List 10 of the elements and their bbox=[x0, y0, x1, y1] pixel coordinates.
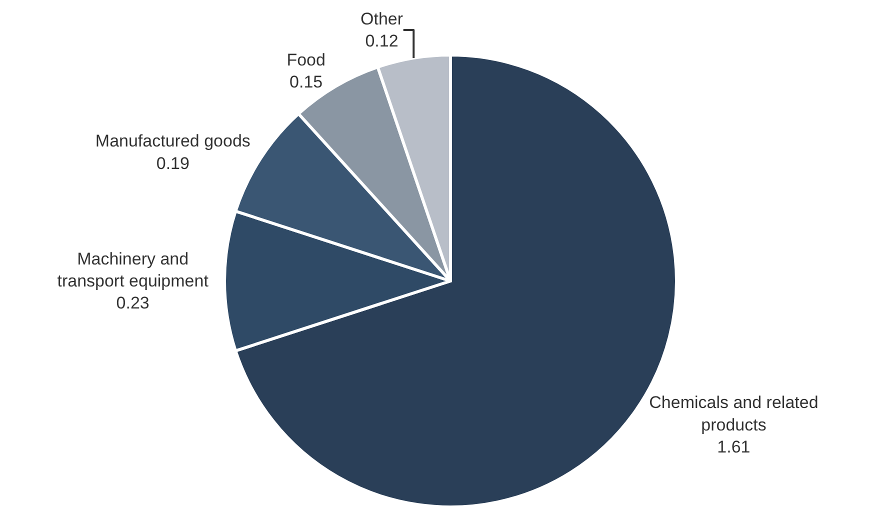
slice-label: Other bbox=[360, 9, 404, 28]
data-label: 0.15 bbox=[290, 72, 323, 92]
slice-label: Chemicals and related products bbox=[649, 393, 818, 434]
data-label: 1.61 bbox=[717, 437, 750, 456]
slice-label: Food bbox=[286, 50, 326, 70]
slice-label: Machinery and transport equipment bbox=[57, 249, 209, 290]
data-label: 0.12 bbox=[365, 32, 398, 51]
slice-label: Manufactured goods bbox=[95, 132, 250, 151]
data-label: 0.23 bbox=[116, 294, 150, 313]
data-label: 0.19 bbox=[156, 154, 190, 173]
